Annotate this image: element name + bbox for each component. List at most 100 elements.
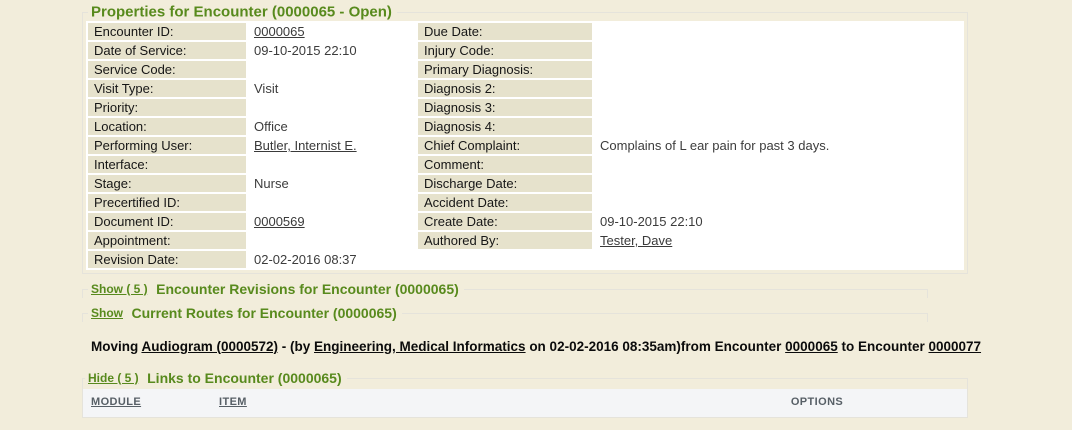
property-label: Diagnosis 4: [418, 118, 592, 135]
property-value [594, 99, 962, 116]
property-label: Authored By: [418, 232, 592, 249]
property-label: Precertified ID: [88, 194, 246, 211]
properties-legend: Properties for Encounter (0000065 - Open… [88, 3, 397, 21]
moving-mid2-text: on 02-02-2016 08:35am)from Encounter [525, 339, 786, 354]
links-section: Hide ( 5 ) Links to Encounter (0000065) … [82, 369, 968, 418]
property-label: Diagnosis 3: [418, 99, 592, 116]
links-column-options: OPTIONS [667, 389, 967, 417]
moving-from-encounter-link[interactable]: 0000065 [785, 339, 838, 354]
properties-title: Properties for Encounter (0000065 - Open… [91, 3, 392, 21]
property-row: Precertified ID: Accident Date: [88, 194, 962, 211]
properties-table: Encounter ID: 0000065 Due Date: Date of Ser… [86, 21, 964, 270]
property-row: Visit Type: Visit Diagnosis 2: [88, 80, 962, 97]
links-column-item-sort-link[interactable]: ITEM [219, 396, 247, 408]
property-value: Visit [248, 80, 416, 97]
property-row: Date of Service: 09-10-2015 22:10 Injury C… [88, 42, 962, 59]
property-value-link[interactable]: Tester, Dave [600, 233, 673, 248]
property-value-link[interactable]: Butler, Internist E. [254, 138, 357, 153]
property-label: Interface: [88, 156, 246, 173]
revisions-section: Show ( 5 ) Encounter Revisions for Encou… [82, 280, 928, 298]
property-value-link[interactable]: 0000569 [254, 214, 305, 229]
property-value: Butler, Internist E. [248, 137, 416, 154]
links-column-module-sort-link[interactable]: MODULE [91, 396, 142, 408]
links-header-row: MODULE ITEM OPTIONS [83, 389, 967, 417]
links-table: MODULE ITEM OPTIONS [83, 389, 967, 417]
property-row: Appointment: Authored By: Tester, Dave [88, 232, 962, 249]
property-value: 0000065 [248, 23, 416, 40]
properties-section: Properties for Encounter (0000065 - Open… [82, 3, 968, 274]
routes-title: Current Routes for Encounter (0000065) [131, 304, 397, 321]
revisions-title: Encounter Revisions for Encounter (00000… [156, 280, 459, 297]
property-label: Comment: [418, 156, 592, 173]
property-value: 02-02-2016 08:37 [248, 251, 962, 268]
property-label: Primary Diagnosis: [418, 61, 592, 78]
revisions-legend: Show ( 5 ) Encounter Revisions for Encou… [88, 280, 464, 298]
property-label: Due Date: [418, 23, 592, 40]
moving-prefix-text: Moving [90, 339, 142, 354]
property-label: Document ID: [88, 213, 246, 230]
moving-item-link[interactable]: Audiogram (0000572) [141, 339, 279, 354]
property-row: Service Code: Primary Diagnosis: [88, 61, 962, 78]
property-label: Create Date: [418, 213, 592, 230]
property-label: Diagnosis 2: [418, 80, 592, 97]
property-row: Location: Office Diagnosis 4: [88, 118, 962, 135]
property-value: Nurse [248, 175, 416, 192]
property-value: 09-10-2015 22:10 [594, 213, 962, 230]
property-value: Office [248, 118, 416, 135]
properties-table-body: Encounter ID: 0000065 Due Date: Date of Ser… [88, 23, 962, 268]
property-label: Service Code: [88, 61, 246, 78]
links-column-module[interactable]: MODULE [83, 389, 211, 417]
property-value [248, 232, 416, 249]
moving-to-encounter-link[interactable]: 0000077 [928, 339, 982, 354]
links-legend: Hide ( 5 ) Links to Encounter (0000065) [85, 369, 347, 387]
moving-mid1-text: - (by [278, 339, 315, 354]
property-value [248, 61, 416, 78]
property-value [594, 118, 962, 135]
links-column-item[interactable]: ITEM [211, 389, 667, 417]
property-row: Interface: Comment: [88, 156, 962, 173]
property-label: Visit Type: [88, 80, 246, 97]
property-label: Location: [88, 118, 246, 135]
property-label: Encounter ID: [88, 23, 246, 40]
property-row: Document ID: 0000569 Create Date: 09-10-201… [88, 213, 962, 230]
moving-notice: Moving Audiogram (0000572) - (by Enginee… [0, 339, 1072, 354]
property-row: Performing User: Butler, Internist E. Chie… [88, 137, 962, 154]
moving-mid3-text: to Encounter [837, 339, 929, 354]
hide-links-link[interactable]: Hide ( 5 ) [88, 370, 139, 385]
links-title: Links to Encounter (0000065) [147, 369, 342, 386]
property-value [248, 99, 416, 116]
property-value [594, 42, 962, 59]
routes-section: Show Current Routes for Encounter (00000… [82, 304, 928, 322]
property-label: Date of Service: [88, 42, 246, 59]
property-value: 09-10-2015 22:10 [248, 42, 416, 59]
property-value: Complains of L ear pain for past 3 days. [594, 137, 962, 154]
property-row: Encounter ID: 0000065 Due Date: [88, 23, 962, 40]
property-label: Chief Complaint: [418, 137, 592, 154]
property-value [594, 23, 962, 40]
routes-legend: Show Current Routes for Encounter (00000… [88, 304, 402, 322]
property-row: Revision Date: 02-02-2016 08:37 [88, 251, 962, 268]
property-value [594, 80, 962, 97]
property-label: Priority: [88, 99, 246, 116]
property-value [594, 156, 962, 173]
property-value-link[interactable]: 0000065 [254, 24, 305, 39]
show-revisions-link[interactable]: Show ( 5 ) [91, 281, 148, 296]
property-row: Stage: Nurse Discharge Date: [88, 175, 962, 192]
property-value: 0000569 [248, 213, 416, 230]
property-label: Performing User: [88, 137, 246, 154]
property-value [594, 61, 962, 78]
property-value [248, 156, 416, 173]
property-value: Tester, Dave [594, 232, 962, 249]
property-value [594, 175, 962, 192]
property-label: Discharge Date: [418, 175, 592, 192]
property-label: Accident Date: [418, 194, 592, 211]
property-label: Injury Code: [418, 42, 592, 59]
property-label: Stage: [88, 175, 246, 192]
property-label: Revision Date: [88, 251, 246, 268]
property-value [248, 194, 416, 211]
property-label: Appointment: [88, 232, 246, 249]
property-value [594, 194, 962, 211]
show-routes-link[interactable]: Show [91, 305, 123, 320]
moving-user-link[interactable]: Engineering, Medical Informatics [314, 339, 526, 354]
property-row: Priority: Diagnosis 3: [88, 99, 962, 116]
